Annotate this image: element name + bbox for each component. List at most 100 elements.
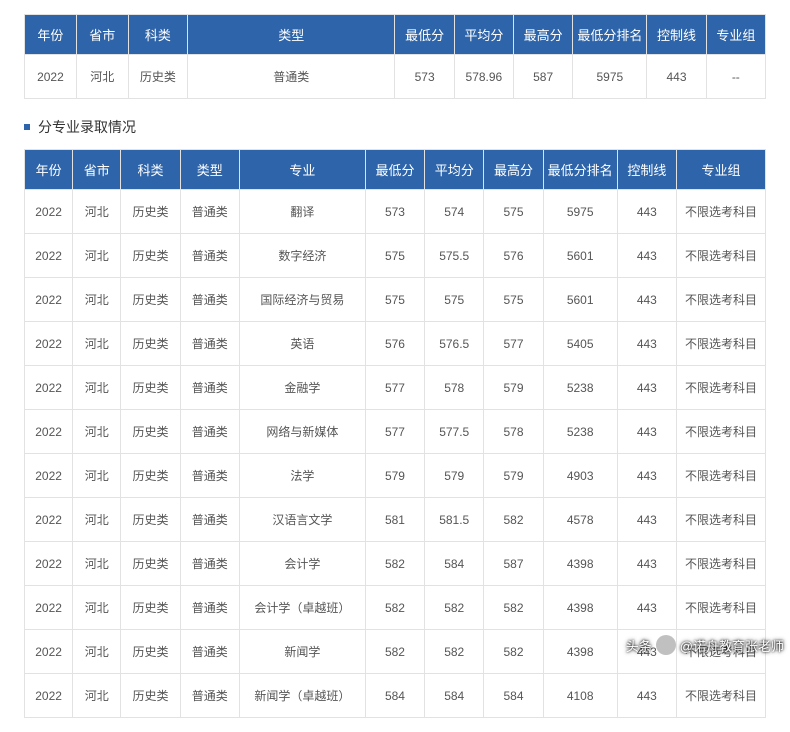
table-cell: 579: [365, 454, 424, 498]
table-cell: 河北: [73, 322, 121, 366]
detail-header-cell: 最低分: [365, 150, 424, 190]
table-cell: 443: [617, 498, 676, 542]
table-cell: 历史类: [121, 278, 180, 322]
table-cell: 582: [484, 586, 543, 630]
table-cell: 英语: [239, 322, 365, 366]
table-cell: 2022: [25, 674, 73, 718]
table-cell: 会计学: [239, 542, 365, 586]
table-cell: 普通类: [187, 55, 395, 99]
table-cell: 5238: [543, 366, 617, 410]
table-row: 2022河北历史类普通类新闻学5825825824398443不限选考科目: [25, 630, 766, 674]
bullet-icon: [24, 124, 30, 130]
table-cell: 584: [365, 674, 424, 718]
table-cell: 4398: [543, 586, 617, 630]
detail-header-cell: 平均分: [425, 150, 484, 190]
table-cell: 2022: [25, 322, 73, 366]
table-row: 2022河北历史类普通类翻译5735745755975443不限选考科目: [25, 190, 766, 234]
table-cell: 4903: [543, 454, 617, 498]
table-cell: 2022: [25, 410, 73, 454]
table-cell: 578: [425, 366, 484, 410]
table-cell: 576.5: [425, 322, 484, 366]
table-cell: 河北: [73, 498, 121, 542]
table-cell: 575: [365, 278, 424, 322]
table-cell: 4108: [543, 674, 617, 718]
table-cell: 普通类: [180, 366, 239, 410]
table-cell: 577: [484, 322, 543, 366]
table-cell: 581.5: [425, 498, 484, 542]
table-cell: 普通类: [180, 410, 239, 454]
table-cell: 2022: [25, 630, 73, 674]
table-cell: 不限选考科目: [676, 630, 765, 674]
table-cell: 443: [617, 674, 676, 718]
table-cell: 584: [425, 542, 484, 586]
detail-table-body: 2022河北历史类普通类翻译5735745755975443不限选考科目2022…: [25, 190, 766, 718]
table-cell: 584: [425, 674, 484, 718]
table-cell: 443: [617, 366, 676, 410]
table-cell: 575: [365, 234, 424, 278]
table-row: 2022河北历史类普通类网络与新媒体577577.55785238443不限选考…: [25, 410, 766, 454]
table-cell: 2022: [25, 55, 77, 99]
table-cell: 不限选考科目: [676, 410, 765, 454]
table-cell: 普通类: [180, 586, 239, 630]
table-cell: 河北: [73, 586, 121, 630]
detail-header-cell: 最高分: [484, 150, 543, 190]
table-cell: 582: [425, 586, 484, 630]
table-cell: 金融学: [239, 366, 365, 410]
table-cell: 5405: [543, 322, 617, 366]
table-cell: 4578: [543, 498, 617, 542]
summary-header-cell: 类型: [187, 15, 395, 55]
table-cell: 577: [365, 410, 424, 454]
table-row: 2022河北历史类普通类数字经济575575.55765601443不限选考科目: [25, 234, 766, 278]
table-cell: 不限选考科目: [676, 454, 765, 498]
table-cell: 不限选考科目: [676, 278, 765, 322]
table-row: 2022河北历史类普通类英语576576.55775405443不限选考科目: [25, 322, 766, 366]
table-cell: 历史类: [121, 190, 180, 234]
table-cell: 普通类: [180, 454, 239, 498]
table-cell: 不限选考科目: [676, 234, 765, 278]
table-cell: 576: [484, 234, 543, 278]
table-cell: 582: [484, 630, 543, 674]
table-cell: 582: [365, 630, 424, 674]
summary-header-cell: 最高分: [514, 15, 573, 55]
table-cell: 历史类: [121, 542, 180, 586]
table-cell: 443: [617, 322, 676, 366]
table-cell: 普通类: [180, 234, 239, 278]
table-cell: 579: [484, 366, 543, 410]
table-cell: 河北: [73, 410, 121, 454]
table-cell: 5238: [543, 410, 617, 454]
section-title: 分专业录取情况: [24, 117, 766, 137]
table-cell: 会计学（卓越班）: [239, 586, 365, 630]
table-cell: 581: [365, 498, 424, 542]
detail-header-cell: 年份: [25, 150, 73, 190]
summary-header-cell: 省市: [76, 15, 128, 55]
summary-table: 年份省市科类类型最低分平均分最高分最低分排名控制线专业组 2022河北历史类普通…: [24, 14, 766, 99]
table-cell: 443: [617, 190, 676, 234]
table-cell: 574: [425, 190, 484, 234]
table-cell: 2022: [25, 366, 73, 410]
table-cell: 443: [617, 410, 676, 454]
table-cell: 576: [365, 322, 424, 366]
table-cell: 577.5: [425, 410, 484, 454]
table-cell: 普通类: [180, 278, 239, 322]
table-cell: 2022: [25, 542, 73, 586]
table-row: 2022河北历史类普通类会计学（卓越班）5825825824398443不限选考…: [25, 586, 766, 630]
table-cell: 582: [425, 630, 484, 674]
table-cell: 573: [365, 190, 424, 234]
table-cell: 575.5: [425, 234, 484, 278]
table-cell: 新闻学: [239, 630, 365, 674]
table-cell: 历史类: [121, 674, 180, 718]
detail-table-head: 年份省市科类类型专业最低分平均分最高分最低分排名控制线专业组: [25, 150, 766, 190]
table-cell: --: [706, 55, 765, 99]
table-cell: 587: [514, 55, 573, 99]
table-cell: 不限选考科目: [676, 674, 765, 718]
table-cell: 2022: [25, 498, 73, 542]
detail-header-cell: 科类: [121, 150, 180, 190]
table-cell: 普通类: [180, 322, 239, 366]
table-cell: 5601: [543, 234, 617, 278]
table-cell: 普通类: [180, 190, 239, 234]
section-title-text: 分专业录取情况: [38, 117, 136, 137]
table-cell: 河北: [73, 454, 121, 498]
table-cell: 河北: [76, 55, 128, 99]
table-cell: 河北: [73, 234, 121, 278]
table-row: 2022河北历史类普通类金融学5775785795238443不限选考科目: [25, 366, 766, 410]
